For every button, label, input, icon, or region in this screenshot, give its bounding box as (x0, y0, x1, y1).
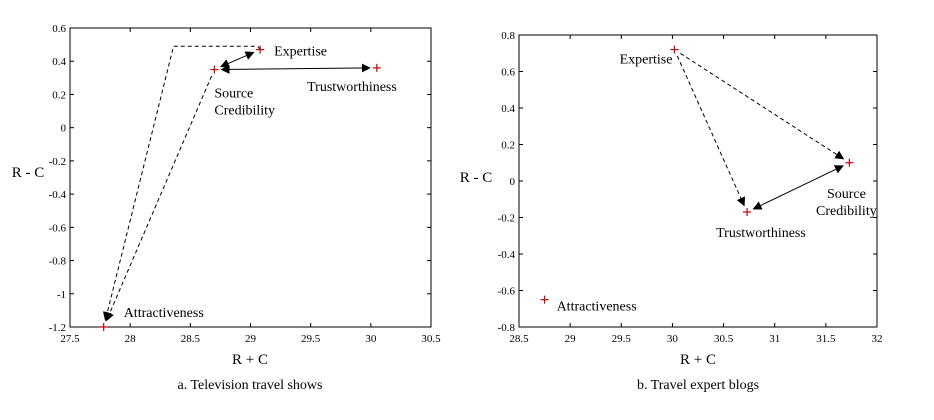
x-tick-label: 31.5 (816, 333, 836, 345)
y-tick-label: -1.2 (49, 322, 66, 334)
y-tick-label: -1 (57, 289, 66, 301)
axes-frame (518, 34, 878, 328)
chart-caption: a. Television travel shows (178, 378, 323, 393)
axes-frame (69, 27, 432, 328)
point-label-expertise: Expertise (620, 53, 673, 68)
point-label-trustworthiness: Trustworthiness (716, 226, 806, 241)
y-tick-label: 0 (510, 176, 516, 188)
y-tick-label: 0.4 (501, 103, 515, 115)
data-point-source-credibility (210, 65, 219, 74)
y-tick-label: 0 (61, 123, 67, 135)
x-tick-label: 30.5 (714, 333, 734, 345)
y-tick-label: -0.4 (49, 189, 67, 201)
y-tick-label: 0.6 (52, 23, 66, 35)
x-tick-label: 28.5 (181, 333, 201, 345)
relation-arrow-source-credibility-to-trustworthiness (752, 165, 844, 210)
chart-caption: b. Travel expert blogs (637, 378, 759, 393)
x-tick-label: 30.5 (421, 333, 441, 345)
x-axis-label: R + C (232, 352, 268, 368)
y-tick-label: 0.2 (501, 140, 515, 152)
y-tick-label: -0.8 (498, 322, 516, 334)
chart-panel-0: 27.5 28 28.5 29 29.5 30 30.5 0.6 0.4 0.2 0 -0.2 -0.4… (12, 23, 441, 393)
x-axis-label: R + C (680, 352, 716, 368)
x-tick-label: 29.5 (612, 333, 632, 345)
y-tick-label: -0.4 (498, 249, 516, 261)
x-tick-label: 28 (125, 333, 137, 345)
relation-arrow-source-credibility-to-attractiveness (105, 75, 213, 322)
y-tick-label: -0.6 (498, 286, 516, 298)
x-tick-label: 31 (769, 333, 780, 345)
relation-arrow-expertise-to-source-credibility (680, 52, 845, 160)
y-axis-label: R - C (460, 170, 493, 186)
point-label-attractiveness: Attractiveness (557, 300, 637, 315)
x-tick-label: 27.5 (60, 333, 80, 345)
data-point-trustworthiness (372, 63, 381, 72)
point-label-source-credibility: Source Credibility (214, 87, 275, 119)
y-tick-label: 0.8 (501, 30, 515, 42)
x-tick-label: 30 (667, 333, 679, 345)
x-tick-label: 29.5 (301, 333, 321, 345)
relation-arrow-expertise-to-trustworthiness (676, 55, 746, 207)
relation-arrow-expertise-to-source-credibility (219, 51, 255, 68)
x-tick-label: 32 (872, 333, 883, 345)
point-label-source-credibility: Source Credibility (816, 187, 877, 219)
point-label-expertise: Expertise (274, 45, 327, 60)
relation-arrow-trustworthiness-to-source-credibility (220, 63, 371, 74)
point-label-attractiveness: Attractiveness (124, 306, 204, 321)
data-point-expertise (256, 45, 265, 54)
x-tick-label: 30 (365, 333, 377, 345)
point-label-trustworthiness: Trustworthiness (307, 80, 397, 95)
data-point-source-credibility (845, 158, 854, 167)
y-tick-label: 0.4 (52, 56, 66, 68)
data-point-attractiveness (540, 295, 549, 304)
data-point-attractiveness (99, 323, 108, 331)
y-tick-label: -0.2 (498, 213, 515, 225)
y-tick-label: -0.8 (49, 256, 67, 268)
x-tick-label: 29 (245, 333, 257, 345)
data-point-trustworthiness (743, 208, 752, 217)
data-point-expertise (670, 45, 679, 54)
y-axis-label: R - C (12, 165, 45, 181)
x-tick-label: 29 (565, 333, 577, 345)
x-tick-label: 28.5 (509, 333, 529, 345)
y-tick-label: -0.6 (49, 222, 67, 234)
y-tick-label: -0.2 (49, 156, 66, 168)
relation-arrow-expertise-to-attractiveness (102, 45, 261, 322)
chart-panel-1: 28.5 29 29.5 30 30.5 31 31.5 32 0.8 0.6 0.4 0.2 0 -0.… (460, 30, 883, 393)
y-tick-label: 0.2 (52, 89, 66, 101)
y-tick-label: 0.6 (501, 67, 515, 79)
